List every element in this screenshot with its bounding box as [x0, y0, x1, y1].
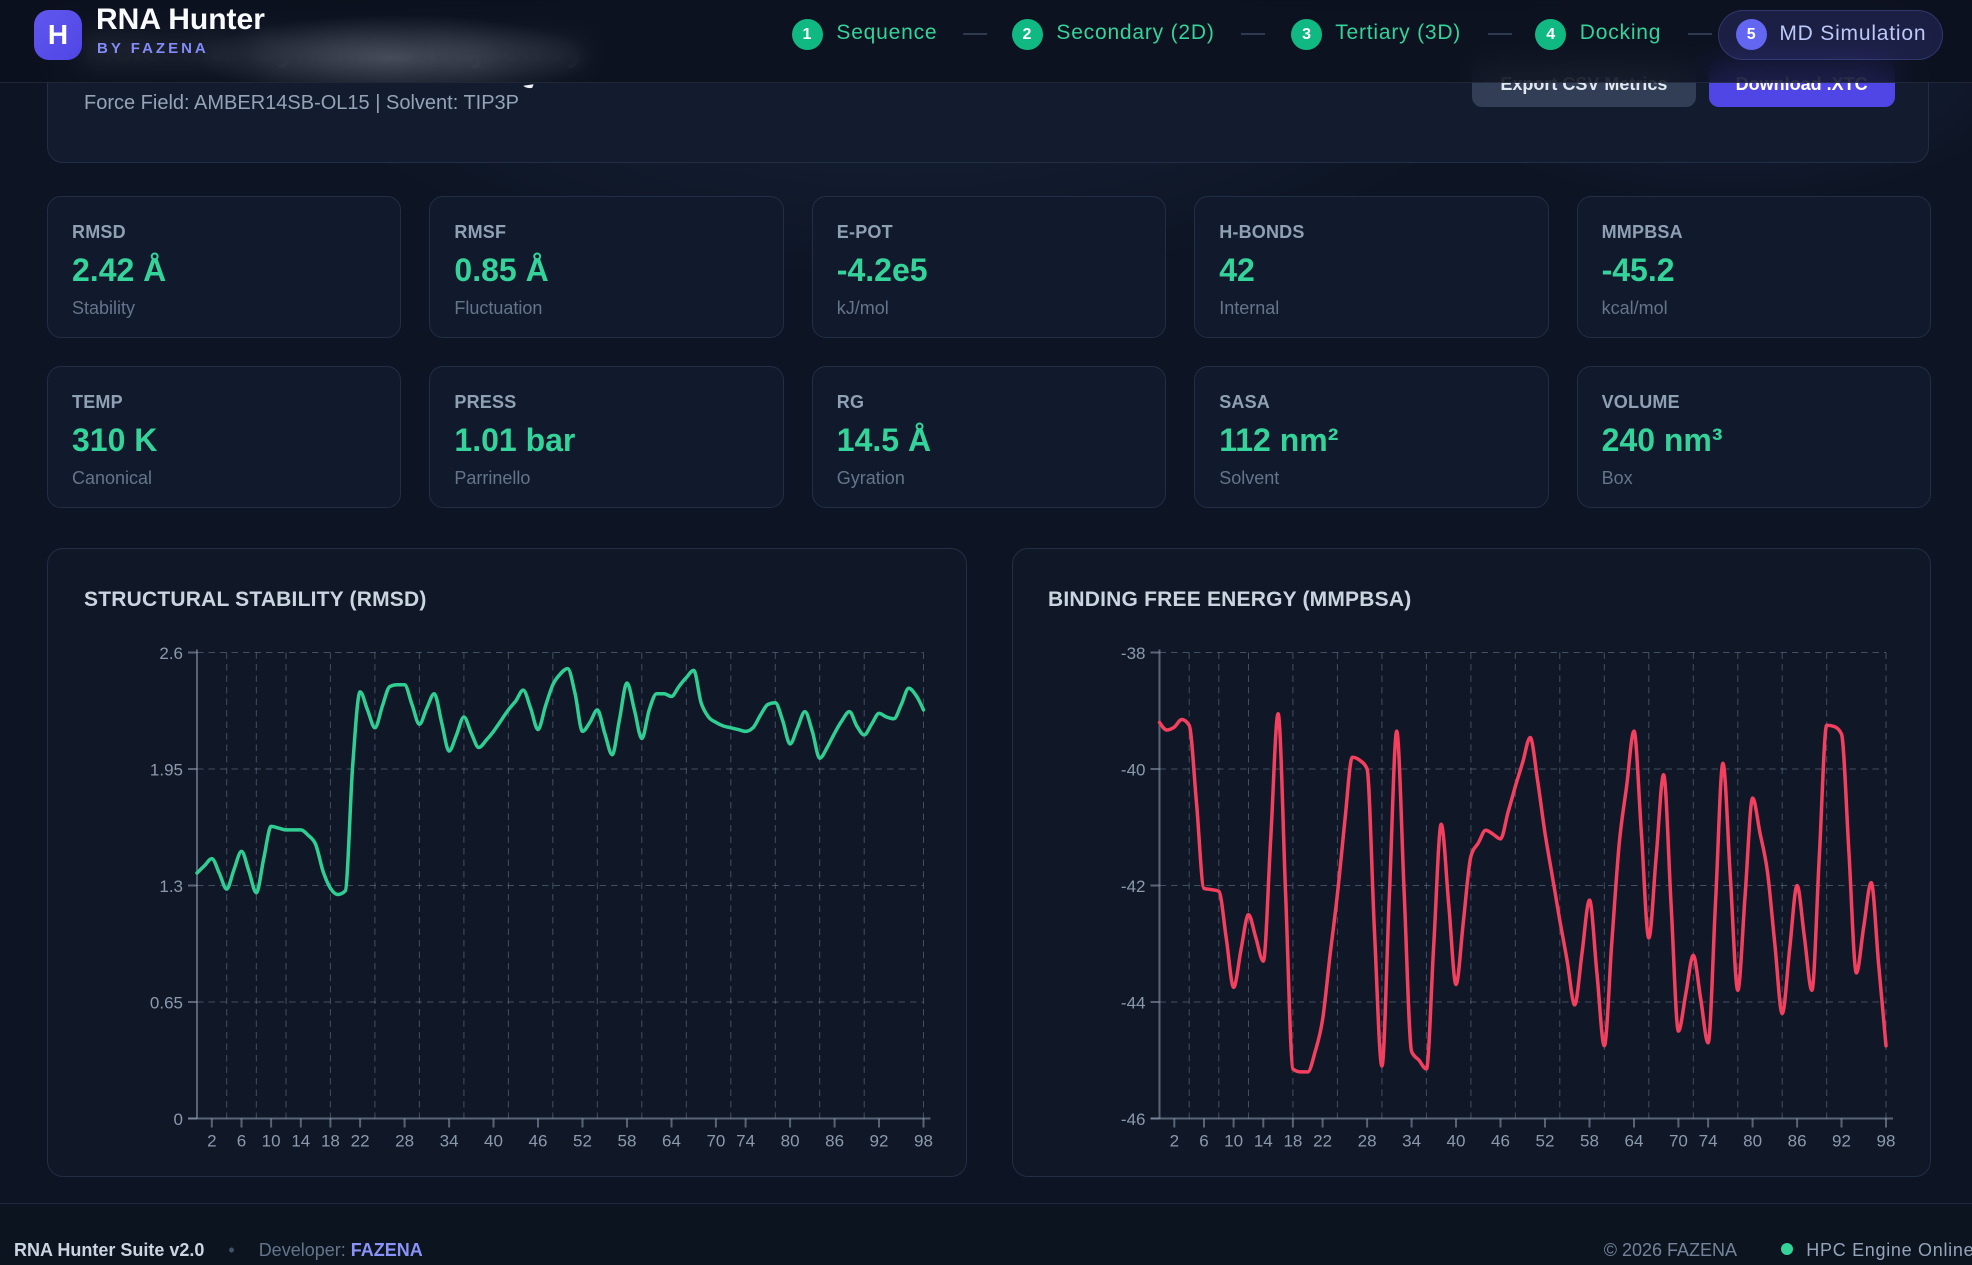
svg-text:46: 46	[529, 1132, 548, 1151]
svg-text:52: 52	[1536, 1132, 1555, 1151]
svg-text:-44: -44	[1121, 994, 1146, 1013]
svg-text:18: 18	[1283, 1132, 1302, 1151]
svg-text:14: 14	[1254, 1132, 1273, 1151]
svg-text:64: 64	[1625, 1132, 1644, 1151]
svg-text:98: 98	[1877, 1132, 1896, 1151]
svg-text:46: 46	[1491, 1132, 1510, 1151]
svg-text:6: 6	[1199, 1132, 1208, 1151]
svg-text:98: 98	[914, 1132, 933, 1151]
svg-text:22: 22	[351, 1132, 370, 1151]
svg-text:2.6: 2.6	[159, 644, 183, 663]
svg-text:58: 58	[618, 1132, 637, 1151]
svg-text:52: 52	[573, 1132, 592, 1151]
svg-text:40: 40	[484, 1132, 503, 1151]
svg-text:86: 86	[825, 1132, 844, 1151]
svg-text:10: 10	[1224, 1132, 1243, 1151]
svg-text:0: 0	[174, 1110, 183, 1129]
svg-text:28: 28	[395, 1132, 414, 1151]
svg-text:86: 86	[1788, 1132, 1807, 1151]
svg-text:18: 18	[321, 1132, 340, 1151]
svg-text:40: 40	[1447, 1132, 1466, 1151]
svg-text:-40: -40	[1121, 761, 1146, 780]
svg-text:34: 34	[440, 1132, 459, 1151]
svg-text:1.3: 1.3	[159, 877, 183, 896]
svg-text:92: 92	[870, 1132, 889, 1151]
svg-text:22: 22	[1313, 1132, 1332, 1151]
svg-text:-46: -46	[1121, 1110, 1146, 1129]
svg-text:64: 64	[662, 1132, 681, 1151]
svg-text:-42: -42	[1121, 877, 1146, 896]
svg-text:-38: -38	[1121, 644, 1146, 663]
svg-text:28: 28	[1358, 1132, 1377, 1151]
svg-text:34: 34	[1402, 1132, 1421, 1151]
svg-text:80: 80	[781, 1132, 800, 1151]
svg-text:74: 74	[1699, 1132, 1718, 1151]
svg-text:92: 92	[1832, 1132, 1851, 1151]
svg-text:58: 58	[1580, 1132, 1599, 1151]
svg-text:14: 14	[291, 1132, 310, 1151]
svg-text:2: 2	[207, 1132, 216, 1151]
svg-text:70: 70	[1669, 1132, 1688, 1151]
svg-text:0.65: 0.65	[150, 994, 183, 1013]
svg-text:6: 6	[237, 1132, 246, 1151]
svg-text:70: 70	[706, 1132, 725, 1151]
svg-text:1.95: 1.95	[150, 761, 183, 780]
svg-text:80: 80	[1743, 1132, 1762, 1151]
svg-text:10: 10	[262, 1132, 281, 1151]
svg-text:74: 74	[736, 1132, 755, 1151]
svg-text:2: 2	[1170, 1132, 1179, 1151]
